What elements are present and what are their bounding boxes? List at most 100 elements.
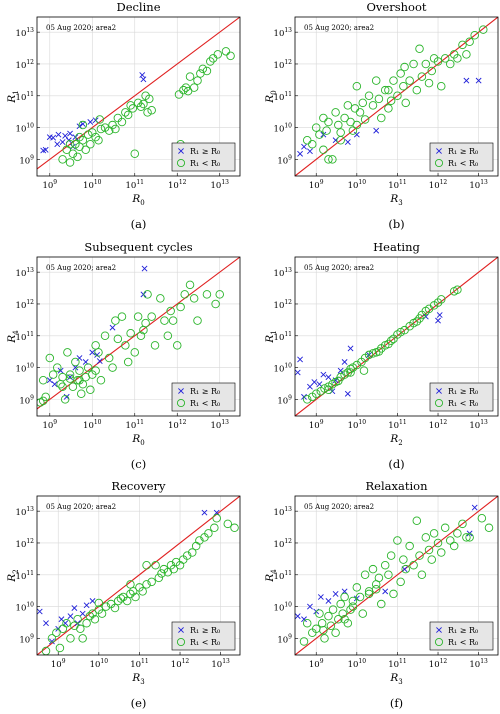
point-lt-marker: [195, 536, 204, 545]
point-lt-marker: [348, 602, 358, 611]
point-lt-marker: [458, 519, 467, 529]
point-lt-marker: [147, 577, 156, 587]
point-lt-marker: [479, 25, 488, 34]
point-lt-marker: [136, 102, 146, 112]
point-lt-marker: [320, 634, 329, 643]
x-tick-label: 1011: [126, 419, 144, 431]
point-lt-marker: [78, 120, 88, 130]
y-tick-label: 1010: [16, 602, 35, 614]
x-tick-label: 1011: [388, 419, 406, 431]
x-tick-label: 1012: [429, 179, 448, 191]
point-ge-marker: [475, 77, 482, 84]
x-tick-label: 1011: [130, 658, 148, 670]
point-lt-marker: [405, 76, 414, 85]
point-lt-marker: [393, 91, 402, 101]
point-lt-marker: [324, 611, 333, 621]
panel-caption: (c): [131, 457, 146, 471]
point-lt-marker: [315, 130, 324, 139]
point-lt-marker: [346, 364, 355, 374]
y-axis-label: R1: [6, 90, 20, 103]
x-tick-label: 109: [309, 179, 324, 191]
point-lt-marker: [83, 130, 93, 139]
panel-4: 109 109 1010 1010 1011 1011 1012 1012 1013 1013 He…: [264, 240, 499, 471]
point-lt-marker: [326, 621, 336, 630]
point-lt-marker: [409, 560, 418, 570]
point-lt-marker: [412, 85, 422, 95]
point-lt-marker: [94, 135, 103, 145]
point-ge-marker: [332, 590, 339, 597]
y-tick-label: 109: [277, 154, 292, 166]
point-lt-marker: [436, 548, 446, 557]
point-lt-marker: [364, 589, 374, 599]
point-lt-marker: [168, 316, 178, 325]
point-ge-marker: [37, 608, 43, 615]
point-lt-marker: [396, 327, 405, 337]
axes-frame: [36, 495, 241, 656]
point-lt-marker: [412, 516, 422, 525]
points: [37, 509, 239, 655]
point-lt-marker: [409, 59, 418, 69]
x-tick-label: 1012: [168, 179, 187, 191]
point-ge-marker: [62, 132, 69, 139]
point-lt-marker: [75, 366, 84, 375]
point-lt-marker: [320, 384, 329, 393]
point-ge-marker: [341, 359, 348, 365]
panel-annotation: 05 Aug 2020; area2: [46, 264, 116, 272]
point-lt-marker: [319, 145, 328, 155]
legend-entry-label: R₁ < R₀: [448, 399, 478, 408]
y-tick-label: 1013: [274, 267, 293, 279]
point-lt-marker: [433, 538, 443, 548]
point-lt-marker: [374, 94, 384, 104]
axes-frame: [294, 16, 499, 177]
x-tick-label: 1012: [168, 419, 187, 431]
point-lt-marker: [131, 592, 140, 602]
point-lt-marker: [130, 348, 140, 357]
point-lt-marker: [360, 115, 370, 124]
point-ge-marker: [201, 509, 208, 516]
legend-marker-x: [436, 148, 442, 154]
point-ge-marker: [353, 131, 360, 138]
point-lt-marker: [346, 605, 355, 614]
point-lt-marker: [138, 587, 147, 596]
point-lt-marker: [399, 81, 408, 91]
points: [297, 25, 488, 164]
x-tick-label: 1013: [211, 658, 230, 670]
point-lt-marker: [189, 83, 199, 92]
point-lt-marker: [126, 101, 135, 110]
point-lt-marker: [193, 316, 202, 325]
point-lt-marker: [139, 99, 148, 109]
point-lt-marker: [396, 69, 405, 78]
point-lt-marker: [331, 628, 340, 638]
point-lt-marker: [340, 592, 349, 602]
point-lt-marker: [86, 385, 95, 395]
point-lt-marker: [449, 541, 459, 551]
point-lt-marker: [334, 120, 343, 130]
point-ge-marker: [463, 77, 470, 84]
point-lt-marker: [68, 382, 78, 391]
legend-entry-label: R₁ ≥ R₀: [190, 626, 220, 635]
y-tick-label: 1010: [274, 363, 293, 375]
point-lt-marker: [465, 533, 474, 542]
point-lt-marker: [331, 108, 340, 117]
point-lt-marker: [371, 585, 381, 594]
point-lt-marker: [52, 628, 61, 638]
point-lt-marker: [380, 560, 390, 570]
point-ge-marker: [67, 613, 74, 620]
point-lt-marker: [223, 519, 233, 529]
point-lt-marker: [141, 318, 150, 328]
point-lt-marker: [374, 347, 384, 356]
point-lt-marker: [368, 349, 378, 358]
panel-caption: (b): [388, 217, 404, 231]
point-lt-marker: [198, 64, 208, 74]
x-tick-label: 1011: [126, 179, 144, 191]
point-ge-marker: [83, 602, 90, 609]
point-lt-marker: [76, 624, 85, 634]
point-lt-marker: [123, 110, 133, 120]
point-lt-marker: [91, 132, 100, 142]
point-lt-marker: [302, 395, 312, 404]
point-ge-marker: [295, 613, 301, 620]
legend-entry-label: R₁ < R₀: [448, 159, 478, 168]
point-ge-marker: [471, 504, 478, 511]
point-lt-marker: [130, 149, 140, 159]
y-tick-label: 109: [277, 394, 292, 406]
